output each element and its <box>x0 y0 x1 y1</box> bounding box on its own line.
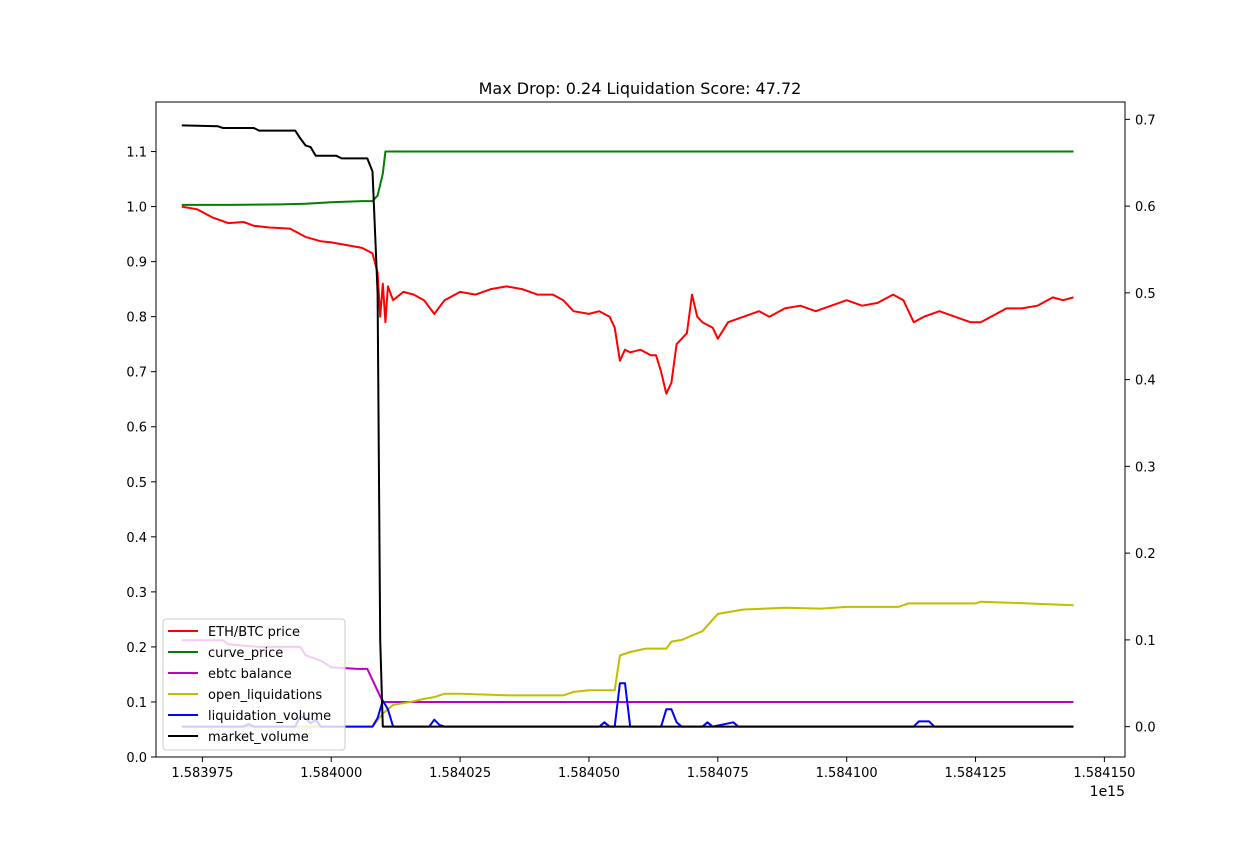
y-right-tick-label: 0.3 <box>1135 460 1156 475</box>
y-left-tick-label: 1.0 <box>126 201 147 216</box>
x-axis: 1.583975 1.584000 1.584025 1.584050 1.584075… <box>171 757 1135 781</box>
x-tick-label: 1.584150 <box>1073 766 1135 781</box>
x-tick-label: 1.584025 <box>429 766 491 781</box>
series-line-market-volume <box>181 124 1074 728</box>
y-left-tick-label: 0.1 <box>126 696 147 711</box>
legend-label: ebtc balance <box>208 667 292 682</box>
y-right-tick-label: 0.4 <box>1135 374 1156 389</box>
legend-label: open_liquidations <box>208 688 322 703</box>
y-left-tick-label: 0.4 <box>126 531 147 546</box>
legend-label: curve_price <box>208 646 283 661</box>
y-right-tick-label: 0.0 <box>1135 721 1156 736</box>
y-left-tick-label: 0.8 <box>126 311 147 326</box>
y-right-tick-label: 0.5 <box>1135 287 1156 302</box>
plot-frame <box>155 101 1126 758</box>
series-line-curve-price <box>181 150 1074 206</box>
legend-label: market_volume <box>208 730 309 745</box>
y-right-tick-label: 0.2 <box>1135 547 1156 562</box>
y-left-tick-label: 0.2 <box>126 641 147 656</box>
y-right-tick-label: 0.7 <box>1135 113 1156 128</box>
legend-box <box>162 618 346 751</box>
y-left-tick-label: 0.5 <box>126 476 147 491</box>
x-tick-label: 1.584125 <box>945 766 1007 781</box>
y-axis-left: 0.0 0.1 0.2 0.3 0.4 0.5 0.6 0.7 0.8 0.9 1.0 1.1 <box>126 146 156 766</box>
y-left-tick-label: 1.1 <box>126 146 147 161</box>
x-offset-label: 1e15 <box>1090 784 1125 800</box>
series-line-eth-btc-price <box>181 205 1074 395</box>
y-axis-right: 0.0 0.1 0.2 0.3 0.4 0.5 0.6 0.7 <box>1125 113 1156 736</box>
y-right-tick-label: 0.1 <box>1135 634 1156 649</box>
y-left-tick-label: 0.9 <box>126 256 147 271</box>
y-left-tick-label: 0.6 <box>126 421 147 436</box>
x-tick-label: 1.584000 <box>300 766 362 781</box>
x-tick-label: 1.584050 <box>558 766 620 781</box>
x-tick-label: 1.584100 <box>816 766 878 781</box>
legend-label: ETH/BTC price <box>208 625 300 640</box>
y-left-tick-label: 0.7 <box>126 366 147 381</box>
x-tick-label: 1.584075 <box>687 766 749 781</box>
y-left-tick-label: 0.0 <box>126 751 147 766</box>
legend-label: liquidation_volume <box>208 709 331 724</box>
y-left-tick-label: 0.3 <box>126 586 147 601</box>
chart-title: Max Drop: 0.24 Liquidation Score: 47.72 <box>479 79 802 98</box>
series-line-open-liquidations <box>181 600 1074 728</box>
y-right-tick-label: 0.6 <box>1135 200 1156 215</box>
x-tick-label: 1.583975 <box>171 766 233 781</box>
